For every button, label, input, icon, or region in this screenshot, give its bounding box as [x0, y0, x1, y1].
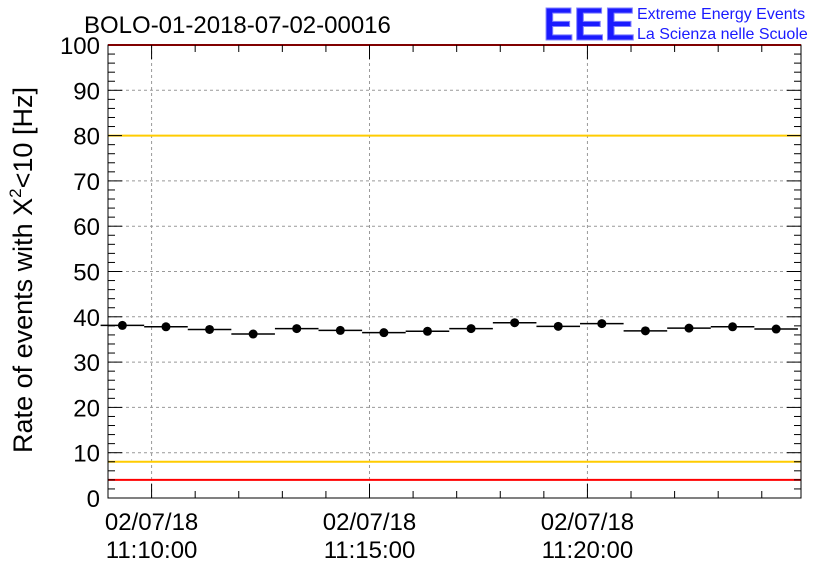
data-point [684, 323, 694, 333]
y-tick-label: 10 [73, 441, 100, 468]
y-tick-label: 60 [73, 214, 100, 241]
chart-title: BOLO-01-2018-07-02-00016 [84, 12, 391, 39]
y-tick-label: 0 [87, 486, 100, 513]
y-tick-label: 40 [73, 305, 100, 332]
y-tick-label: 80 [73, 124, 100, 151]
x-tick-label-time: 11:20:00 [542, 537, 634, 564]
data-point [335, 325, 345, 335]
y-tick-label: 70 [73, 169, 100, 196]
plot-frame [107, 44, 802, 499]
y-axis-label: Rate of events with X2<10 [Hz] [6, 87, 38, 453]
data-point [379, 328, 389, 338]
data-point [466, 324, 476, 334]
data-point [597, 319, 607, 329]
data-point [161, 322, 171, 332]
y-tick-label: 30 [73, 350, 100, 377]
y-tick-label: 90 [73, 78, 100, 105]
x-tick-label-date: 02/07/18 [541, 509, 634, 536]
eee-logo-line1: Extreme Energy Events [637, 6, 805, 23]
data-point [292, 324, 302, 334]
eee-logo-mark: EEE [543, 0, 635, 50]
grid [108, 45, 801, 498]
data-point [553, 321, 563, 331]
reference-lines [108, 44, 801, 481]
data-point [640, 326, 650, 336]
y-tick-label: 20 [73, 395, 100, 422]
x-tick-label-time: 11:10:00 [106, 537, 198, 564]
data-point [117, 320, 127, 330]
x-tick-label-date: 02/07/18 [323, 509, 416, 536]
tick-labels: 010203040506070809010002/07/1811:10:0002… [60, 33, 634, 564]
data-point [728, 322, 738, 332]
data-point [205, 324, 215, 334]
y-tick-label: 100 [60, 33, 100, 60]
data-point [510, 318, 520, 328]
data-point [248, 329, 258, 339]
data-points [100, 318, 798, 339]
eee-logo-line2: La Scienza nelle Scuole [637, 26, 808, 43]
data-point [771, 324, 781, 334]
x-tick-label-date: 02/07/18 [105, 509, 198, 536]
eee-logo: EEE Extreme Energy Events La Scienza nel… [543, 0, 808, 51]
y-tick-label: 50 [73, 260, 100, 287]
data-point [422, 326, 432, 336]
axes [107, 44, 802, 499]
x-tick-label-time: 11:15:00 [324, 537, 416, 564]
